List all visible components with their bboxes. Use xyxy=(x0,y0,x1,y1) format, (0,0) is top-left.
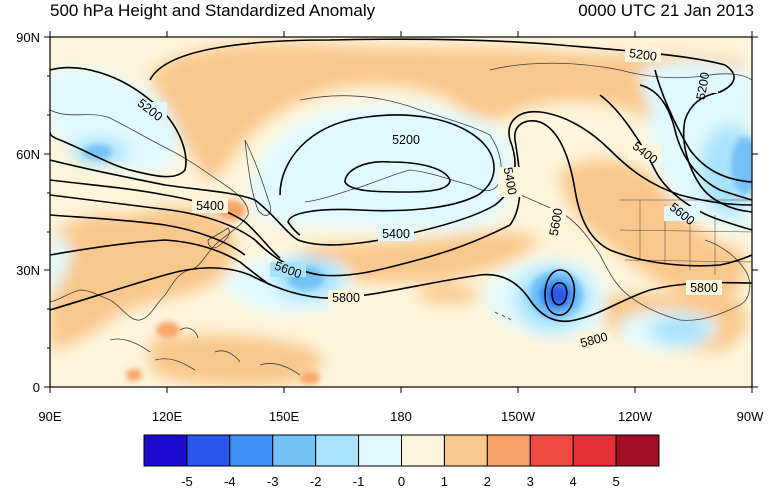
positive-anomaly-core-2 xyxy=(156,322,180,338)
lat-label-60n: 60N xyxy=(16,147,40,162)
contour-5400-northeast xyxy=(639,84,752,201)
svg-text:5400: 5400 xyxy=(382,227,410,241)
lon-label-120e: 120E xyxy=(152,409,183,424)
colorbar-label: -2 xyxy=(310,474,322,488)
positive-anomaly-core-4 xyxy=(300,372,320,384)
svg-text:5200: 5200 xyxy=(628,46,658,64)
lat-label-0: 0 xyxy=(33,380,40,395)
contour-label-14: 5800 xyxy=(686,280,722,295)
contour-label-12: 5800 xyxy=(328,290,364,305)
colorbar-box xyxy=(358,434,403,467)
contour-cutoff-inner xyxy=(551,282,568,306)
positive-anomaly-east xyxy=(560,159,746,300)
colorbar: -5 -4 -3 -2 -1 0 1 2 3 4 5 xyxy=(143,434,660,488)
contour-label-6: 5400 xyxy=(378,226,414,241)
colorbar-box xyxy=(186,434,231,467)
positive-anomaly-pacific xyxy=(420,285,480,304)
svg-text:5200: 5200 xyxy=(694,71,713,101)
colorbar-label: 2 xyxy=(484,474,491,488)
positive-anomaly-core-3 xyxy=(126,369,142,381)
colorbar-box xyxy=(486,434,531,467)
colorbar-box xyxy=(272,434,317,467)
lon-label-150e: 150E xyxy=(269,409,300,424)
contour-label-1: 5200 xyxy=(625,46,661,64)
contour-5600 xyxy=(50,120,752,277)
svg-text:5200: 5200 xyxy=(392,133,420,147)
alaska-coastline xyxy=(299,95,502,203)
svg-text:5600: 5600 xyxy=(547,207,566,237)
lat-label-30n: 30N xyxy=(16,263,40,278)
anomaly-field xyxy=(50,37,752,387)
lon-label-150w: 150W xyxy=(501,409,536,424)
lon-label-120w: 120W xyxy=(618,409,653,424)
contour-label-9: 5600 xyxy=(270,259,306,281)
colorbar-box xyxy=(229,434,274,467)
contour-5800-west xyxy=(50,239,271,286)
contour-label-3: 5200 xyxy=(388,132,424,147)
colorbar-box xyxy=(143,434,188,467)
colorbar-label: -3 xyxy=(267,474,279,488)
height-contours xyxy=(50,38,752,322)
us-borders xyxy=(619,199,752,275)
contour-label-5: 5400 xyxy=(192,198,228,213)
contour-5200-east xyxy=(654,69,752,183)
colorbar-box xyxy=(401,434,445,467)
contour-5000-bering xyxy=(344,160,451,193)
lat-label-90n: 90N xyxy=(16,30,40,45)
contour-5400-north xyxy=(50,111,752,246)
svg-text:5800: 5800 xyxy=(579,330,610,351)
svg-text:5400: 5400 xyxy=(196,199,224,213)
contour-label-7: 5400 xyxy=(498,166,522,197)
colorbar-box xyxy=(443,434,488,467)
contour-labels: 5200 5200 5200 5200 5400 5400 5400 5400 xyxy=(133,46,722,350)
negative-anomaly-strong-tropics xyxy=(650,316,710,344)
colorbar-box xyxy=(315,434,360,467)
svg-text:5800: 5800 xyxy=(690,281,718,295)
positive-anomaly-south xyxy=(150,334,322,387)
positive-anomaly-north xyxy=(150,43,746,181)
hawaii-islands xyxy=(494,311,512,321)
contour-cutoff-outer xyxy=(544,269,576,316)
colorbar-label: -4 xyxy=(224,474,236,488)
colorbar-label: 5 xyxy=(612,474,619,488)
japan-coastline xyxy=(207,227,230,249)
contour-5200-north xyxy=(149,38,752,213)
svg-text:5800: 5800 xyxy=(332,291,360,305)
negative-anomaly-strong-bering xyxy=(320,162,420,198)
contour-5200-bering xyxy=(279,114,495,236)
chart-title: 500 hPa Height and Standardized Anomaly xyxy=(50,1,376,20)
contour-5600-west xyxy=(50,214,246,256)
contour-label-10: 5600 xyxy=(544,207,566,240)
negative-anomaly-northeast-core xyxy=(731,137,752,193)
longitude-axis xyxy=(49,31,753,393)
contour-5600-northeast xyxy=(599,94,752,231)
lon-label-180: 180 xyxy=(390,409,412,424)
contour-label-4: 5200 xyxy=(688,71,718,101)
positive-anomaly-west xyxy=(50,206,236,350)
colorbar-label: -1 xyxy=(353,474,365,488)
colorbar-label: 3 xyxy=(527,474,534,488)
kamchatka-coastline xyxy=(244,139,272,216)
positive-anomaly-central xyxy=(300,232,540,283)
contour-label-13: 5800 xyxy=(576,330,612,351)
lon-label-90w: 90W xyxy=(737,409,764,424)
colorbar-label: 1 xyxy=(441,474,448,488)
valid-time: 0000 UTC 21 Jan 2013 xyxy=(578,1,754,20)
negative-anomaly-northwest-core xyxy=(84,145,112,159)
asia-coastline xyxy=(50,109,249,321)
latitude-axis xyxy=(44,36,758,388)
contour-5200-northwest xyxy=(50,66,187,178)
colorbar-box xyxy=(529,434,574,467)
colorbar-label: -5 xyxy=(181,474,193,488)
svg-text:5400: 5400 xyxy=(501,166,520,196)
colorbar-label: 0 xyxy=(398,474,405,488)
colorbar-label: 4 xyxy=(570,474,577,488)
contour-5800 xyxy=(50,267,752,322)
maritime-islands xyxy=(109,327,301,376)
colorbar-box xyxy=(615,434,660,467)
arctic-coastline xyxy=(489,62,752,81)
colorbar-box xyxy=(572,434,617,467)
lon-label-90e: 90E xyxy=(38,409,61,424)
